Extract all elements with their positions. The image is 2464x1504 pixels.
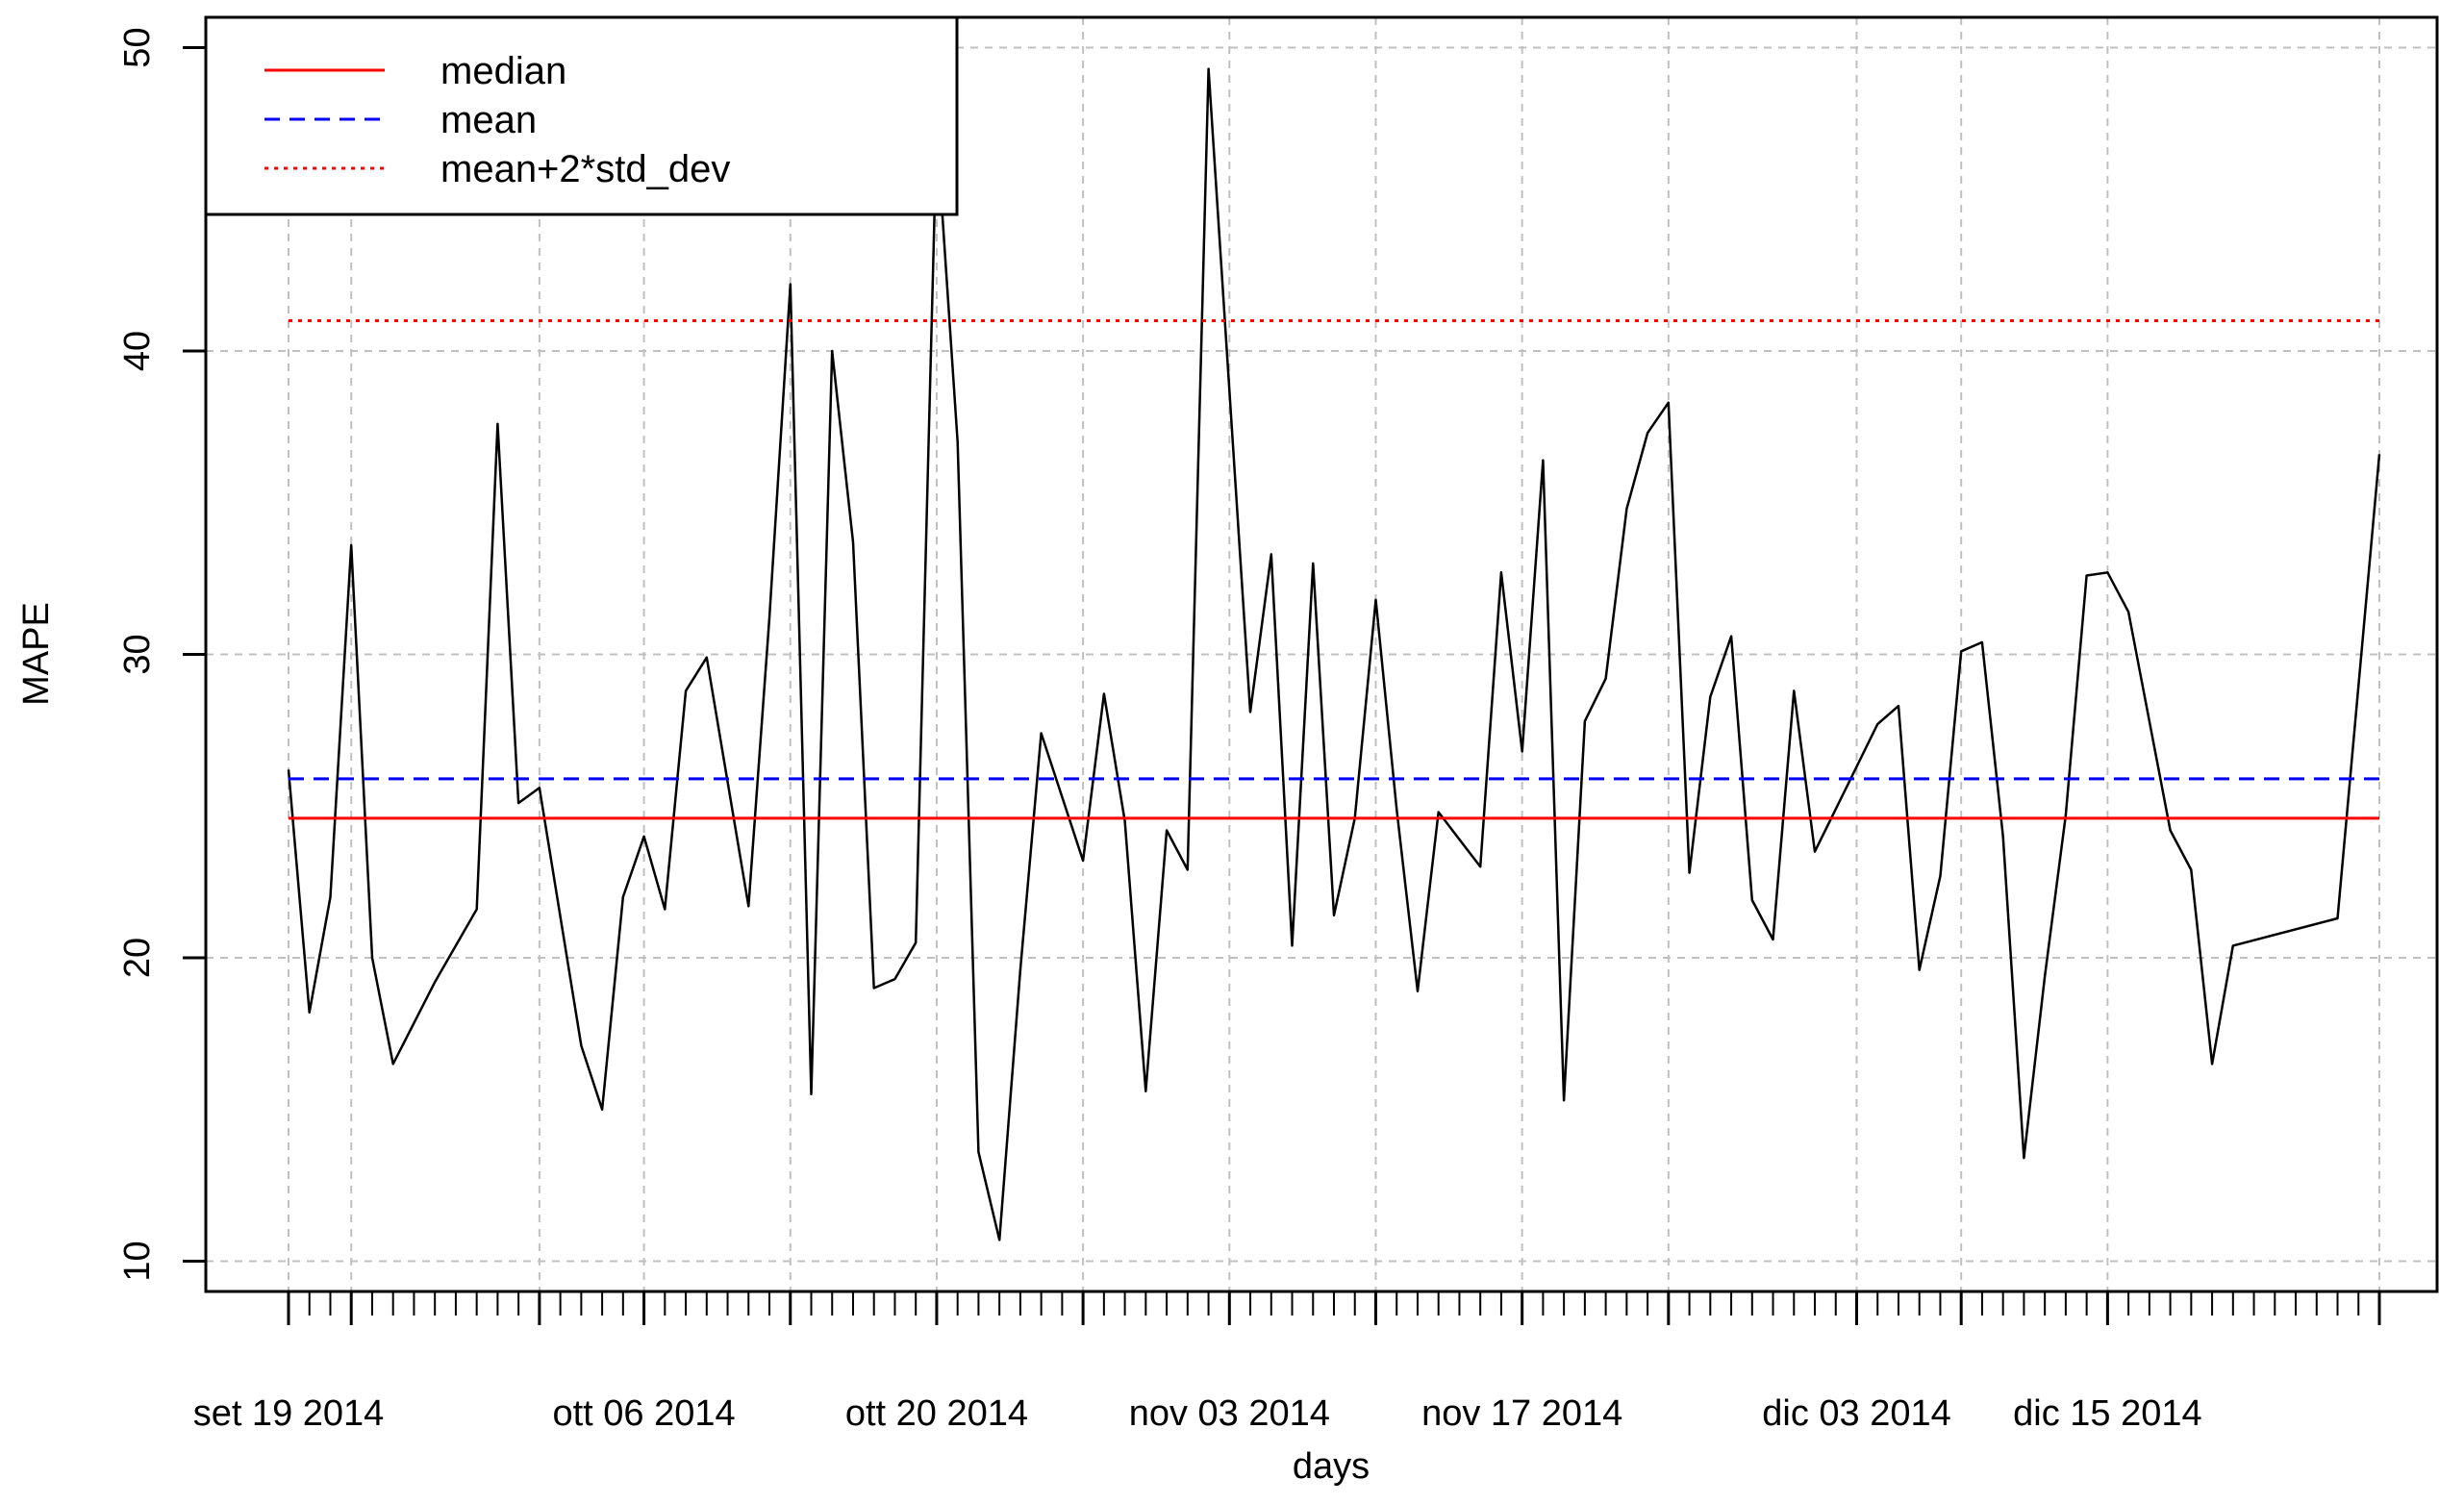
axes: 10 20 30 40 50 set 19 2014 ott 06 2014 ott 20 2… [117, 27, 2381, 1434]
legend-label: mean+2*std_dev [440, 148, 730, 190]
x-tick-label: dic 15 2014 [2013, 1393, 2202, 1434]
x-tick-label: nov 03 2014 [1129, 1393, 1330, 1434]
y-tick-label: 20 [117, 938, 158, 978]
x-tick-label: ott 20 2014 [845, 1393, 1028, 1434]
legend: median mean mean+2*std_dev [204, 15, 959, 216]
plot-area [287, 67, 2381, 1241]
x-tick-label: ott 06 2014 [552, 1393, 735, 1434]
x-tick-label: set 19 2014 [193, 1393, 385, 1434]
x-axis-title: days [1293, 1446, 1370, 1487]
x-tick-label: dic 03 2014 [1762, 1393, 1951, 1434]
y-tick-label: 10 [117, 1241, 158, 1281]
x-tick-label: nov 17 2014 [1421, 1393, 1622, 1434]
y-tick-label: 50 [117, 27, 158, 67]
legend-box [204, 15, 959, 216]
legend-label: mean [440, 99, 537, 141]
legend-label: median [440, 50, 566, 92]
grid [206, 17, 2437, 1291]
y-axis-title: MAPE [16, 602, 57, 706]
y-tick-label: 30 [117, 634, 158, 674]
series-line-mape [287, 67, 2381, 1241]
y-tick-label: 40 [117, 331, 158, 371]
